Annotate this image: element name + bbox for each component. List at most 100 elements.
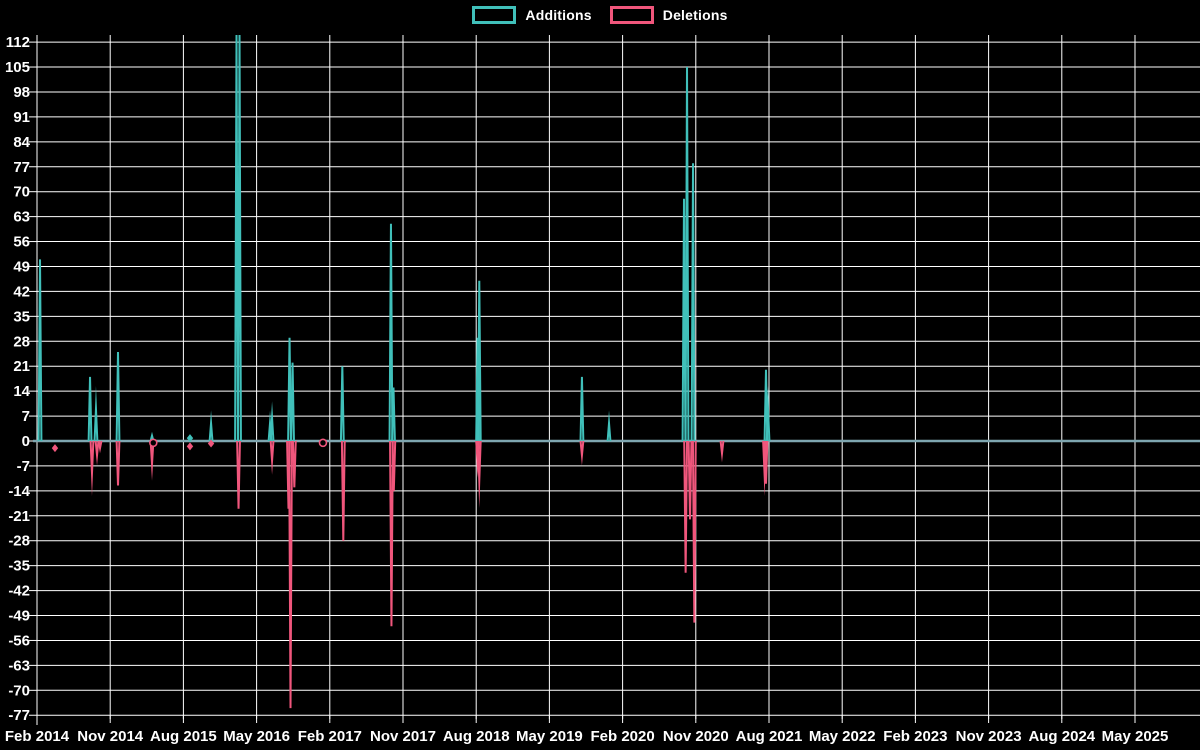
additions-spike [579,376,585,442]
y-tick-label: 35 [13,308,30,325]
y-tick-label: 112 [6,34,30,51]
y-tick-label: 7 [22,408,30,425]
marker-layer [51,434,328,453]
deletions-spike [97,440,103,454]
grid-layer: Feb 2014 Nov 2014 Aug 2015 May 2016 Feb 2017… [5,34,1200,745]
deletions-swatch-icon [609,6,654,24]
additions-spike [93,386,99,442]
deletions-spike [269,440,275,475]
additions-spike [765,386,771,442]
x-tick-label: Aug 2024 [1028,728,1095,745]
y-tick-label: -35 [8,558,30,575]
x-tick-label: Feb 2023 [883,728,947,745]
y-tick-label: -70 [8,682,30,699]
x-tick-label: Feb 2020 [590,728,654,745]
additions-spike [690,163,696,442]
x-tick-label: Nov 2014 [77,728,144,745]
y-tick-label: 91 [13,109,30,126]
x-tick-label: Feb 2014 [5,728,70,745]
x-tick-label: Nov 2020 [663,728,729,745]
additions-point-marker [186,434,194,443]
deletions-spike [288,440,293,709]
additions-spike [87,376,93,442]
deletions-point-marker [207,439,215,448]
deletions-spike [236,440,241,509]
y-tick-label: 49 [13,258,30,275]
y-tick-label: 42 [13,283,30,300]
deletions-legend-label: Deletions [662,7,728,23]
additions-spike [388,223,394,442]
deletions-spike [763,440,769,484]
x-tick-label: May 2025 [1102,728,1169,745]
y-tick-label: -63 [8,657,30,674]
additions-spike [37,259,43,442]
y-tick-label: -49 [8,608,30,625]
y-tick-label: 84 [13,134,30,151]
y-tick-label: -28 [8,533,30,550]
y-tick-label: 28 [13,333,30,350]
deletions-series [89,440,769,709]
additions-spike [287,337,292,442]
additions-spike [234,35,239,442]
additions-spike [290,362,295,442]
x-tick-label: May 2019 [516,728,583,745]
additions-series [37,35,771,442]
y-tick-label: 14 [13,383,30,400]
y-tick-label: 77 [13,159,30,176]
additions-legend-label: Additions [525,7,592,23]
x-tick-label: Nov 2017 [370,728,436,745]
deletions-point-marker [318,438,328,448]
deletions-point-marker [149,438,158,448]
series-layer [37,35,771,709]
y-tick-label: 56 [13,234,30,251]
deletions-spike [291,440,297,488]
x-tick-label: May 2022 [809,728,876,745]
y-tick-label: 21 [13,358,30,375]
additions-swatch-icon [472,6,517,24]
x-tick-label: Feb 2017 [298,728,362,745]
deletions-spike [149,440,155,481]
deletions-spike [340,440,346,541]
legend-item-deletions[interactable]: Deletions [609,6,728,24]
y-tick-label: 63 [13,209,30,226]
x-tick-label: Aug 2018 [443,728,510,745]
y-tick-label: 70 [13,184,30,201]
y-tick-label: 0 [22,433,30,450]
y-tick-label: -56 [8,632,30,649]
x-tick-label: Aug 2015 [150,728,217,745]
y-tick-label: -14 [8,483,30,500]
y-tick-label: -42 [8,583,30,600]
deletions-spike [719,440,725,463]
deletions-spike [683,440,689,573]
chart-legend: Additions Deletions [0,6,1200,24]
x-tick-label: Aug 2021 [736,728,803,745]
deletions-spike [579,440,585,466]
additions-spike [237,35,242,442]
deletions-spike [89,440,95,496]
additions-spike [606,410,612,442]
additions-spike [339,366,345,442]
legend-item-additions[interactable]: Additions [472,6,592,24]
additions-spike [115,351,121,442]
deletions-spike [687,440,693,520]
additions-spike [391,387,396,442]
deletions-spike [476,440,482,509]
x-tick-label: May 2016 [223,728,290,745]
deletions-spike [94,440,100,466]
additions-spike [208,410,214,442]
x-tick-label: Nov 2023 [956,728,1022,745]
y-tick-label: 98 [13,84,30,101]
deletions-spike [115,440,121,486]
additions-spike [269,401,275,442]
y-tick-label: -77 [8,707,30,724]
deletions-spike [691,440,697,623]
additions-spike [476,280,482,442]
deletions-point-marker [186,442,194,451]
y-tick-label: -7 [17,458,30,475]
y-tick-label: 105 [5,59,30,76]
deletions-spike [389,440,394,627]
additions-spike [684,67,690,442]
deletions-point-marker [51,444,59,453]
